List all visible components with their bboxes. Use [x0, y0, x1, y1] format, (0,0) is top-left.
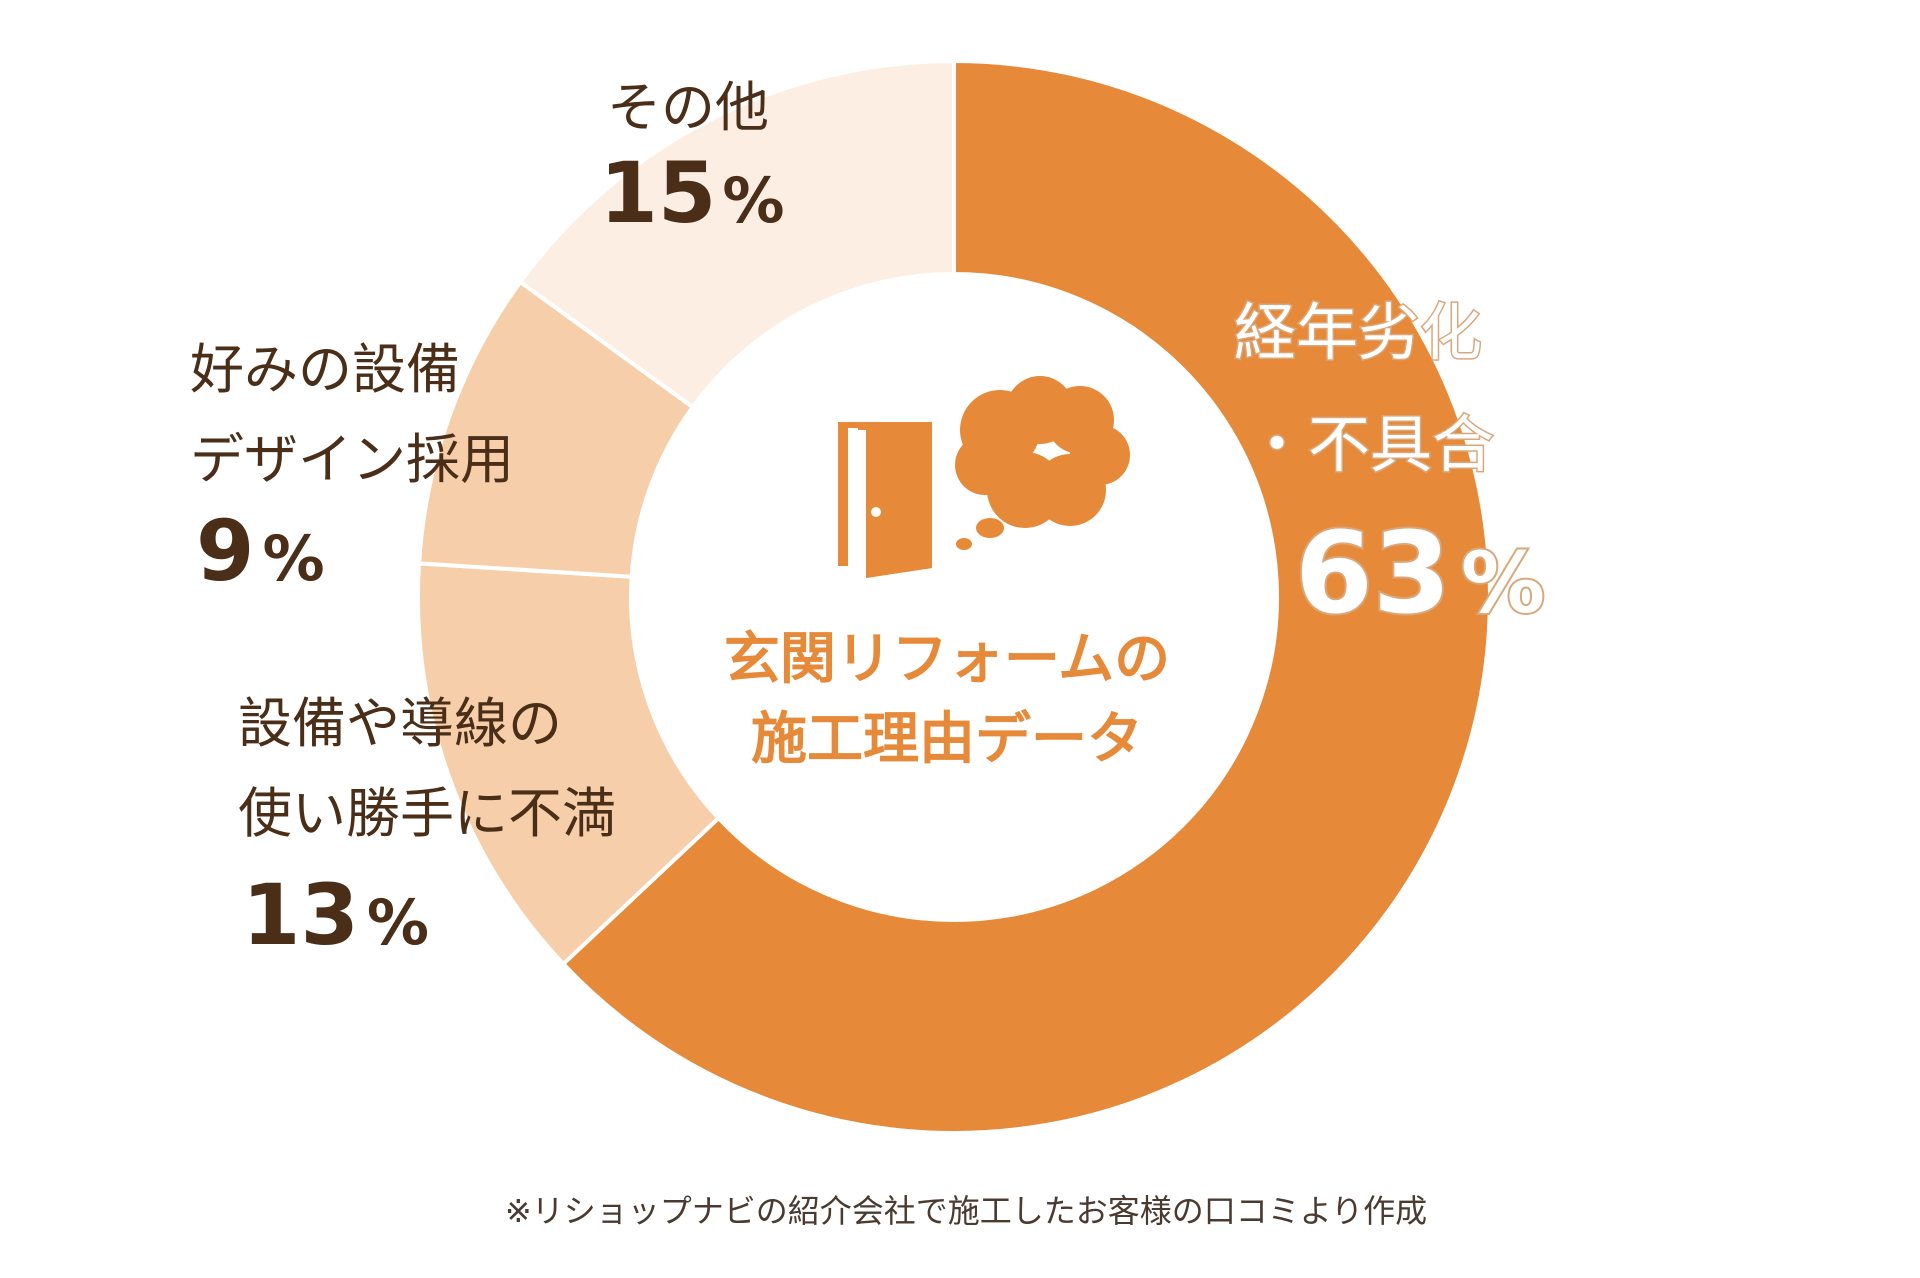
slice-value-other: 15%: [599, 144, 784, 242]
slices: [416, 58, 1492, 1135]
thought-cloud-icon: [955, 376, 1130, 550]
slice-value-design: 9%: [196, 502, 325, 600]
value-number: 63: [1295, 509, 1451, 639]
value-unit: %: [262, 522, 324, 595]
slice-label-design-line-2: デザイン採用: [190, 428, 514, 491]
value-unit: %: [367, 886, 429, 959]
center-title-line-1: 玄関リフォームの: [724, 627, 1170, 692]
donut-slice-3: [517, 58, 956, 410]
slice-label-usability-line-1: 設備や導線の: [238, 692, 562, 755]
value-unit: %: [1461, 534, 1545, 632]
slice-value-usability: 13%: [242, 866, 429, 964]
value-number: 15: [599, 144, 716, 242]
value-number: 9: [196, 502, 254, 600]
slice-label-design-line-1: 好みの設備: [190, 338, 460, 401]
value-unit: %: [722, 164, 784, 237]
center-title-line-2: 施工理由データ: [751, 707, 1143, 772]
slice-label-usability-line-2: 使い勝手に不満: [238, 782, 616, 845]
donut-slice-1: [416, 561, 722, 967]
door-icon: [838, 422, 932, 578]
footnote: ※リショップナビの紹介会社で施工したお客様の口コミより作成: [505, 1192, 1427, 1230]
door-with-thought-cloud-icon: [838, 376, 1130, 578]
slice-label-aging-line-2: ・不具合: [1246, 408, 1494, 481]
value-number: 13: [242, 866, 359, 964]
slice-label-aging-line-1: 経年劣化: [1234, 296, 1482, 369]
slice-value-aging: 63%: [1295, 509, 1545, 639]
donut-slice-0: [560, 58, 1492, 1135]
slice-label-other: その他: [607, 76, 769, 139]
